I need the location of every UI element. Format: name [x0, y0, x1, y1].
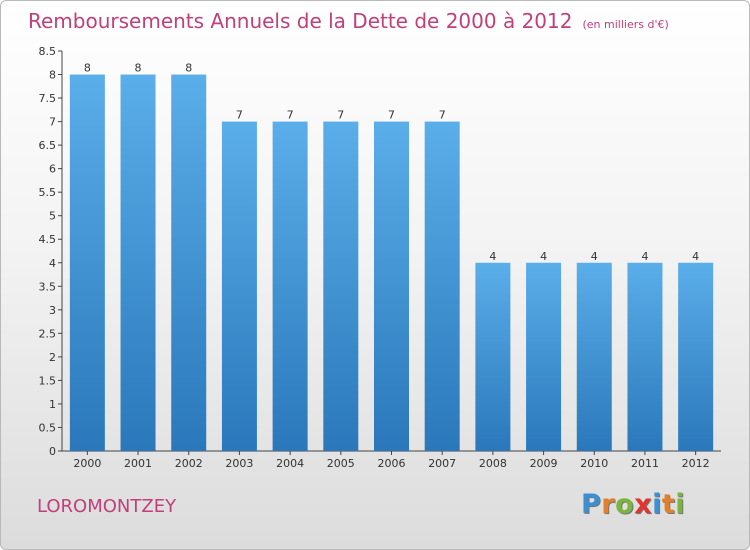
proxiti-logo: Proxiti: [581, 489, 685, 520]
bar: [678, 262, 714, 451]
data-label: 4: [692, 250, 699, 263]
logo-letter: i: [675, 489, 686, 520]
bar: [526, 262, 562, 451]
bar: [323, 121, 359, 452]
data-label: 7: [337, 109, 344, 122]
y-tick-label: 8: [49, 69, 56, 82]
bar: [120, 74, 156, 451]
x-tick-label: 2006: [378, 457, 406, 470]
data-label: 7: [236, 109, 243, 122]
logo-letter: i: [652, 489, 662, 520]
bar: [69, 74, 105, 451]
bar: [424, 121, 460, 452]
x-tick-label: 2010: [580, 457, 608, 470]
logo-letter: x: [634, 489, 653, 520]
chart-title-text: Remboursements Annuels de la Dette de 20…: [28, 9, 573, 33]
y-tick-label: 7.5: [39, 92, 57, 105]
x-tick-label: 2004: [276, 457, 304, 470]
y-tick-label: 5.5: [39, 186, 57, 199]
y-tick-label: 0: [49, 445, 56, 458]
commune-name: LOROMONTZEY: [37, 496, 177, 517]
logo-letter: o: [615, 489, 635, 520]
bar: [221, 121, 257, 452]
y-tick-label: 3: [49, 304, 56, 317]
bar: [475, 262, 511, 451]
y-tick-label: 4.5: [39, 233, 57, 246]
logo-letter: P: [581, 489, 602, 520]
y-tick-label: 1.5: [39, 374, 57, 387]
data-label: 4: [591, 250, 598, 263]
x-tick-label: 2001: [124, 457, 152, 470]
y-tick-label: 1: [49, 398, 56, 411]
logo-letter: t: [661, 489, 676, 520]
x-tick-label: 2011: [631, 457, 659, 470]
x-tick-label: 2003: [225, 457, 253, 470]
bar: [374, 121, 409, 452]
data-label: 8: [185, 62, 192, 75]
y-tick-label: 6: [49, 163, 56, 176]
y-tick-label: 3.5: [39, 280, 57, 293]
y-tick-label: 8.5: [39, 45, 57, 58]
bar: [272, 121, 308, 452]
x-tick-label: 2008: [479, 457, 507, 470]
y-tick-label: 2.5: [39, 327, 57, 340]
data-label: 8: [135, 62, 142, 75]
data-label: 7: [439, 109, 446, 122]
data-label: 8: [84, 62, 91, 75]
data-label: 4: [540, 250, 547, 263]
data-label: 4: [489, 250, 496, 263]
data-label: 7: [287, 109, 294, 122]
x-tick-label: 2007: [428, 457, 456, 470]
y-tick-label: 0.5: [39, 421, 57, 434]
x-tick-label: 2012: [682, 457, 710, 470]
y-tick-label: 4: [49, 257, 56, 270]
data-label: 7: [388, 109, 395, 122]
y-tick-label: 5: [49, 210, 56, 223]
x-tick-label: 2000: [73, 457, 101, 470]
chart-title: Remboursements Annuels de la Dette de 20…: [28, 9, 669, 33]
y-tick-label: 7: [49, 116, 56, 129]
bar: [627, 262, 663, 451]
y-tick-label: 6.5: [39, 139, 57, 152]
x-tick-label: 2002: [175, 457, 203, 470]
bar: [576, 262, 612, 451]
x-tick-label: 2005: [327, 457, 355, 470]
logo-letter: r: [601, 489, 616, 520]
y-tick-label: 2: [49, 351, 56, 364]
data-label: 4: [641, 250, 648, 263]
bar: [171, 74, 207, 451]
chart-unit-label: (en milliers d'€): [582, 18, 669, 31]
x-tick-label: 2009: [530, 457, 558, 470]
